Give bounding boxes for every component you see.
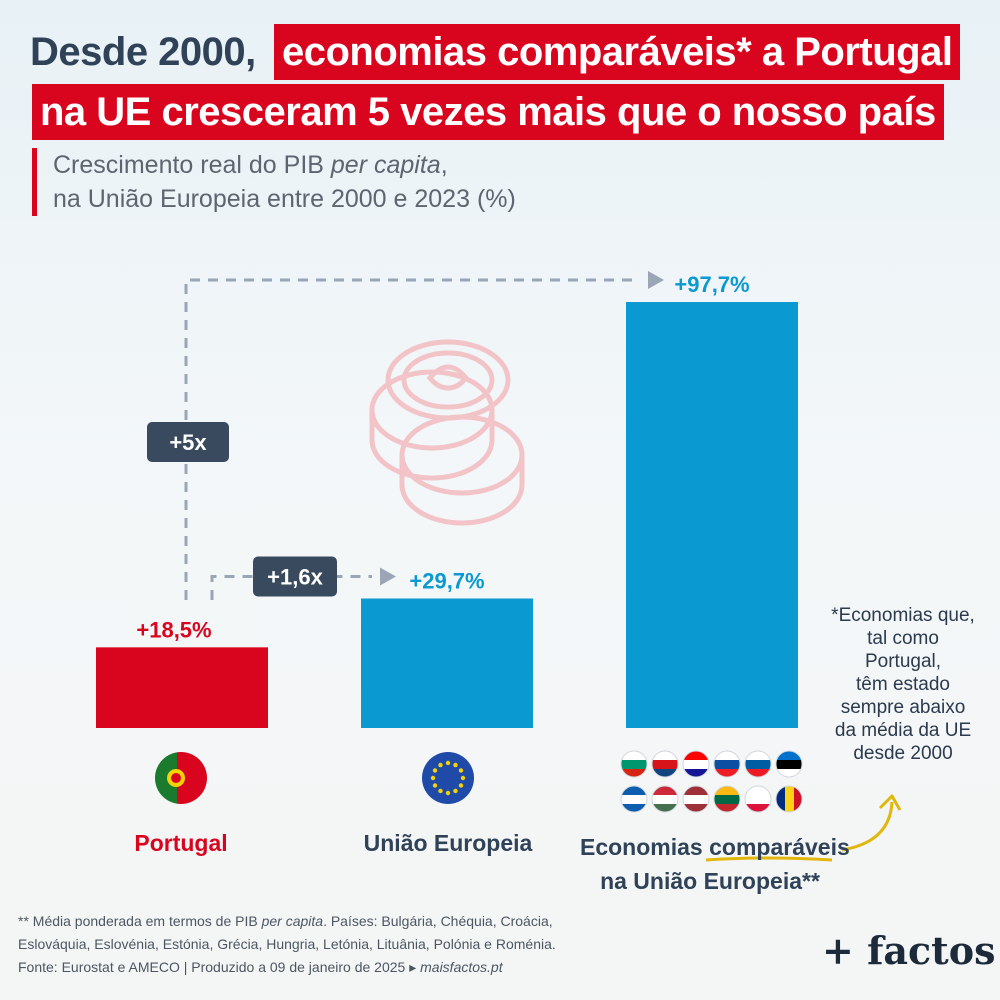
eu-star bbox=[458, 768, 464, 773]
footer-emphasis: per capita bbox=[261, 913, 324, 929]
footer-line-2: Eslováquia, Eslovénia, Estónia, Grécia, … bbox=[18, 936, 556, 952]
underline-mark bbox=[705, 856, 833, 862]
footer-line-1: ** Média ponderada em termos de PIB per … bbox=[18, 910, 556, 933]
title-part-1: Desde 2000, bbox=[30, 30, 256, 74]
category-label-comparable-1: Economias bbox=[580, 834, 710, 860]
category-label-comparable-2: comparáveis bbox=[709, 834, 850, 860]
footer-text: . Países: Bulgária, Chéquia, Croácia, bbox=[323, 913, 553, 929]
country-flag-icon bbox=[744, 785, 772, 813]
data-label-1: +29,7% bbox=[409, 569, 484, 594]
category-label-comparable-line-2: na União Europeia** bbox=[600, 868, 820, 894]
note-line: *Economias que, bbox=[831, 605, 975, 626]
subtitle-line-1: Crescimento real do PIB per capita, bbox=[53, 148, 516, 182]
country-flag-icon bbox=[620, 750, 648, 778]
note-line: desde 2000 bbox=[853, 743, 953, 764]
footer-line-3: Fonte: Eurostat e AMECO | Produzido a 09… bbox=[18, 956, 556, 979]
subtitle-text: Crescimento real do PIB bbox=[53, 151, 331, 179]
eu-star bbox=[445, 790, 451, 796]
footnote-comparable: *Economias que, tal como Portugal, têm e… bbox=[818, 604, 988, 765]
country-flag-icon bbox=[775, 750, 803, 778]
note-arrow-head bbox=[878, 794, 902, 811]
bar-2 bbox=[626, 302, 798, 728]
bar-0 bbox=[96, 647, 268, 728]
data-label-0: +18,5% bbox=[136, 617, 211, 642]
country-flag-icon bbox=[775, 785, 803, 813]
eu-star bbox=[438, 762, 443, 768]
eu-star bbox=[430, 775, 436, 781]
portugal-flag-icon bbox=[155, 752, 207, 804]
note-line: tal como bbox=[867, 628, 939, 649]
eu-star bbox=[445, 760, 451, 766]
country-flag-icon bbox=[744, 750, 772, 778]
note-line: Portugal, bbox=[864, 651, 942, 672]
subtitle-emphasis: per capita bbox=[330, 151, 441, 179]
coins-icon bbox=[369, 339, 525, 526]
country-flag-icon bbox=[713, 785, 741, 813]
comparable-flags bbox=[620, 750, 803, 813]
note-line: têm estado bbox=[856, 674, 950, 695]
country-flag-icon bbox=[713, 750, 741, 778]
connector-1-6x-arrow bbox=[380, 567, 396, 586]
footer: ** Média ponderada em termos de PIB per … bbox=[18, 910, 556, 979]
footer-link[interactable]: maisfactos.pt bbox=[420, 959, 503, 975]
footer-source: Fonte: Eurostat e AMECO | Produzido a 09… bbox=[18, 959, 421, 975]
category-label-eu: União Europeia bbox=[363, 830, 533, 856]
eu-star bbox=[438, 788, 443, 794]
country-flag-icon bbox=[620, 785, 648, 813]
subtitle-comma: , bbox=[440, 151, 448, 179]
eu-star bbox=[458, 783, 464, 788]
country-flag-icon bbox=[651, 785, 679, 813]
connector-5x-arrow bbox=[648, 271, 664, 290]
factos-logo: + factos bbox=[822, 928, 996, 973]
category-label-portugal: Portugal bbox=[134, 830, 228, 856]
note-arrow bbox=[841, 801, 894, 852]
bar-1 bbox=[361, 598, 533, 728]
eu-star bbox=[432, 783, 438, 788]
note-line: sempre abaixo bbox=[840, 697, 966, 718]
eu-star bbox=[432, 768, 438, 773]
data-label-2: +97,7% bbox=[674, 272, 749, 297]
subtitle-line-2: na União Europeia entre 2000 e 2023 (%) bbox=[53, 185, 516, 213]
subtitle: Crescimento real do PIB per capita, na U… bbox=[32, 148, 516, 216]
badge-5x bbox=[147, 422, 229, 462]
title-part-2: economias comparáveis* a Portugal bbox=[274, 24, 961, 80]
country-flag-icon bbox=[651, 750, 679, 778]
title-part-3: na UE cresceram 5 vezes mais que o nosso… bbox=[32, 84, 944, 140]
category-label-comparable: Economias comparáveis bbox=[580, 834, 850, 861]
eu-star bbox=[453, 762, 458, 768]
eu-star bbox=[453, 788, 458, 794]
badge-5x-label: +5x bbox=[169, 430, 207, 455]
country-flag-icon bbox=[682, 750, 710, 778]
badge-1-6x-label: +1,6x bbox=[267, 565, 323, 590]
country-flag-icon bbox=[682, 785, 710, 813]
connector-5x bbox=[184, 278, 640, 600]
eu-flag-icon bbox=[422, 752, 474, 804]
note-line: da média da UE bbox=[834, 720, 972, 741]
footer-text: ** Média ponderada em termos de PIB bbox=[18, 913, 262, 929]
badge-1-6x bbox=[253, 556, 337, 597]
eu-star bbox=[460, 775, 466, 781]
